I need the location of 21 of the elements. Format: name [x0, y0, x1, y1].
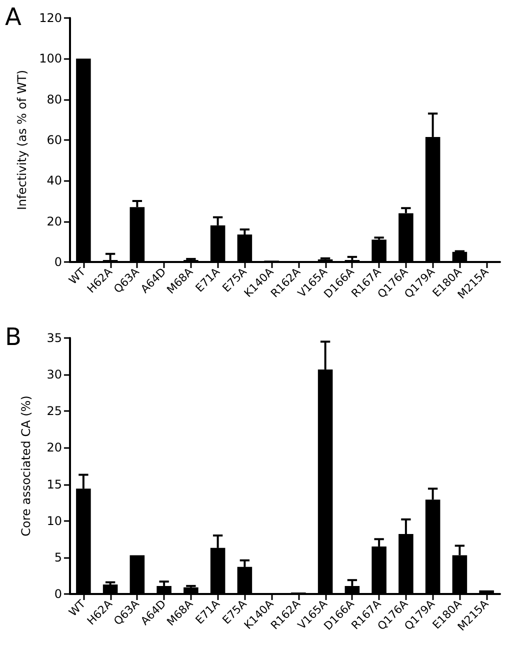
y-tick-label: 60	[46, 133, 62, 147]
y-tick-label: 10	[46, 514, 62, 528]
y-tick-label: 5	[54, 550, 62, 564]
y-tick-label: 20	[46, 440, 62, 455]
y-tick-label: 25	[46, 404, 62, 418]
y-tick-label: 0	[54, 255, 62, 269]
x-tick-label: WT	[66, 597, 88, 620]
y-tick-label: 40	[46, 174, 62, 188]
y-tick-label: 80	[46, 92, 62, 106]
y-axis-title: Core associated CA (%)	[19, 396, 33, 536]
y-tick-label: 20	[46, 214, 62, 228]
y-tick-label: 100	[39, 52, 62, 66]
x-tick-label: WT	[66, 265, 88, 288]
chart-title: B	[5, 323, 22, 351]
y-axis-title: Infectivity (as % of WT)	[15, 70, 30, 210]
y-tick-label: 120	[39, 11, 62, 25]
y-tick-label: 15	[46, 477, 62, 492]
chart-title: A	[5, 3, 22, 31]
y-tick-label: 35	[46, 331, 62, 345]
y-tick-label: 30	[46, 368, 62, 382]
y-tick-label: 0	[54, 587, 62, 601]
